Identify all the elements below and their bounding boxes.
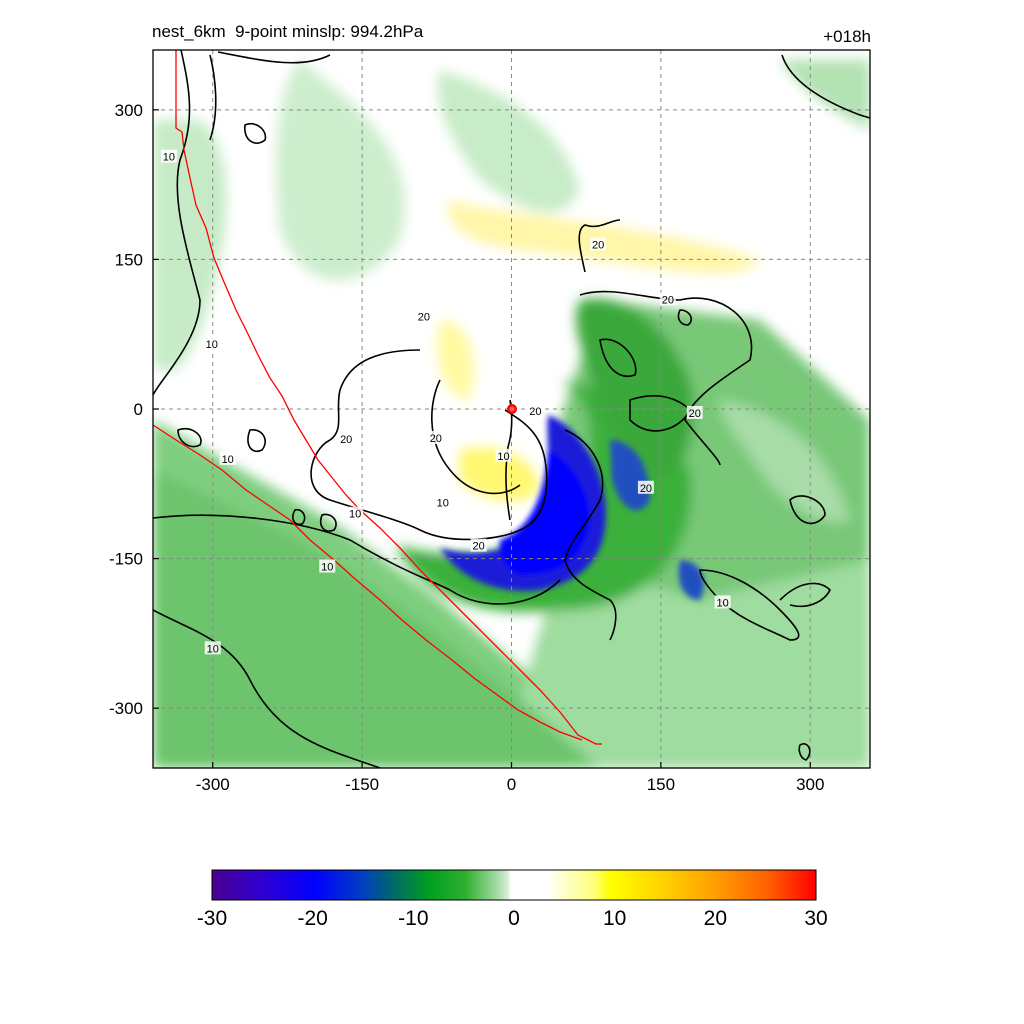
- x-axis: -300 -150 0 150 300: [196, 762, 824, 794]
- contour-label: 20: [637, 480, 654, 495]
- contour-label: 10: [219, 451, 236, 466]
- contour-label-text: 10: [437, 498, 449, 510]
- contour-label-text: 20: [689, 408, 701, 420]
- contour-label-text: 20: [592, 239, 604, 251]
- storm-center-marker: [507, 404, 517, 414]
- colorbar: -30 -20 -10 0 10 20 30: [197, 869, 828, 930]
- colorbar-tick-label: 10: [603, 907, 626, 930]
- contour-label: 10: [495, 448, 512, 463]
- colorbar-tick-label: -30: [197, 907, 227, 930]
- contour-label: 20: [659, 292, 676, 306]
- contour-lines: [153, 50, 870, 768]
- contour-label: 10: [160, 149, 177, 164]
- x-tick-label: 300: [796, 775, 824, 794]
- x-tick-label: 0: [507, 775, 516, 794]
- contour-label-text: 10: [497, 451, 509, 463]
- x-tick-label: -300: [196, 775, 230, 794]
- y-axis: 300 150 0 -150 -300: [109, 101, 159, 718]
- forecast-hour-label: +018h: [823, 27, 871, 46]
- colorbar-ticks: -30 -20 -10 0 10 20 30: [197, 907, 828, 930]
- contour-label-group: 10 10 10 10 10 10 10 10 10 20 20 20 20 20 20 20 20 20: [160, 149, 731, 655]
- contour-label: 10: [203, 337, 220, 351]
- contour-label-text: 10: [349, 509, 361, 521]
- contour-label: 20: [590, 237, 607, 251]
- contour-label: 10: [434, 495, 451, 510]
- y-tick-label: 300: [115, 101, 143, 120]
- contour-label: 20: [338, 431, 355, 446]
- colorbar-tick-label: 0: [508, 907, 520, 930]
- y-tick-label: 0: [134, 400, 143, 419]
- contour-label: 20: [427, 430, 444, 445]
- contour-label-text: 10: [207, 643, 219, 655]
- y-tick-label: -150: [109, 550, 143, 569]
- contour-label-text: 20: [418, 311, 430, 323]
- contour-label: 20: [470, 538, 487, 553]
- contour-label: 10: [347, 506, 364, 521]
- colorbar-tick-label: -20: [297, 907, 327, 930]
- contour-label-text: 10: [222, 454, 234, 466]
- contour-label-text: 10: [716, 597, 728, 609]
- x-tick-label: 150: [647, 775, 675, 794]
- chart-title: nest_6km 9-point minslp: 994.2hPa: [152, 22, 424, 41]
- contour-label-text: 10: [321, 562, 333, 574]
- contour-label-text: 10: [206, 339, 218, 351]
- colorbar-tick-label: 20: [704, 907, 727, 930]
- colorbar-tick-label: 30: [804, 907, 827, 930]
- y-tick-label: 150: [115, 250, 143, 269]
- colorbar-tick-label: -10: [398, 907, 428, 930]
- contour-label: 20: [527, 403, 544, 418]
- contour-label: 10: [204, 641, 221, 655]
- contour-label: 20: [415, 309, 432, 323]
- contour-label-text: 20: [529, 406, 541, 418]
- contour-label: 20: [686, 405, 703, 420]
- colorbar-gradient: [211, 869, 817, 901]
- x-tick-label: -150: [345, 775, 379, 794]
- contour-label: 10: [714, 595, 731, 609]
- contour-label-text: 10: [163, 152, 175, 164]
- contour-label-text: 20: [430, 433, 442, 445]
- contour-label: 10: [319, 559, 336, 574]
- y-tick-label: -300: [109, 699, 143, 718]
- domain-boundary-lines: [153, 50, 602, 745]
- contour-label-text: 20: [640, 483, 652, 495]
- contour-label-text: 20: [473, 541, 485, 553]
- contour-label-text: 20: [662, 294, 674, 306]
- contour-label-text: 20: [340, 434, 352, 446]
